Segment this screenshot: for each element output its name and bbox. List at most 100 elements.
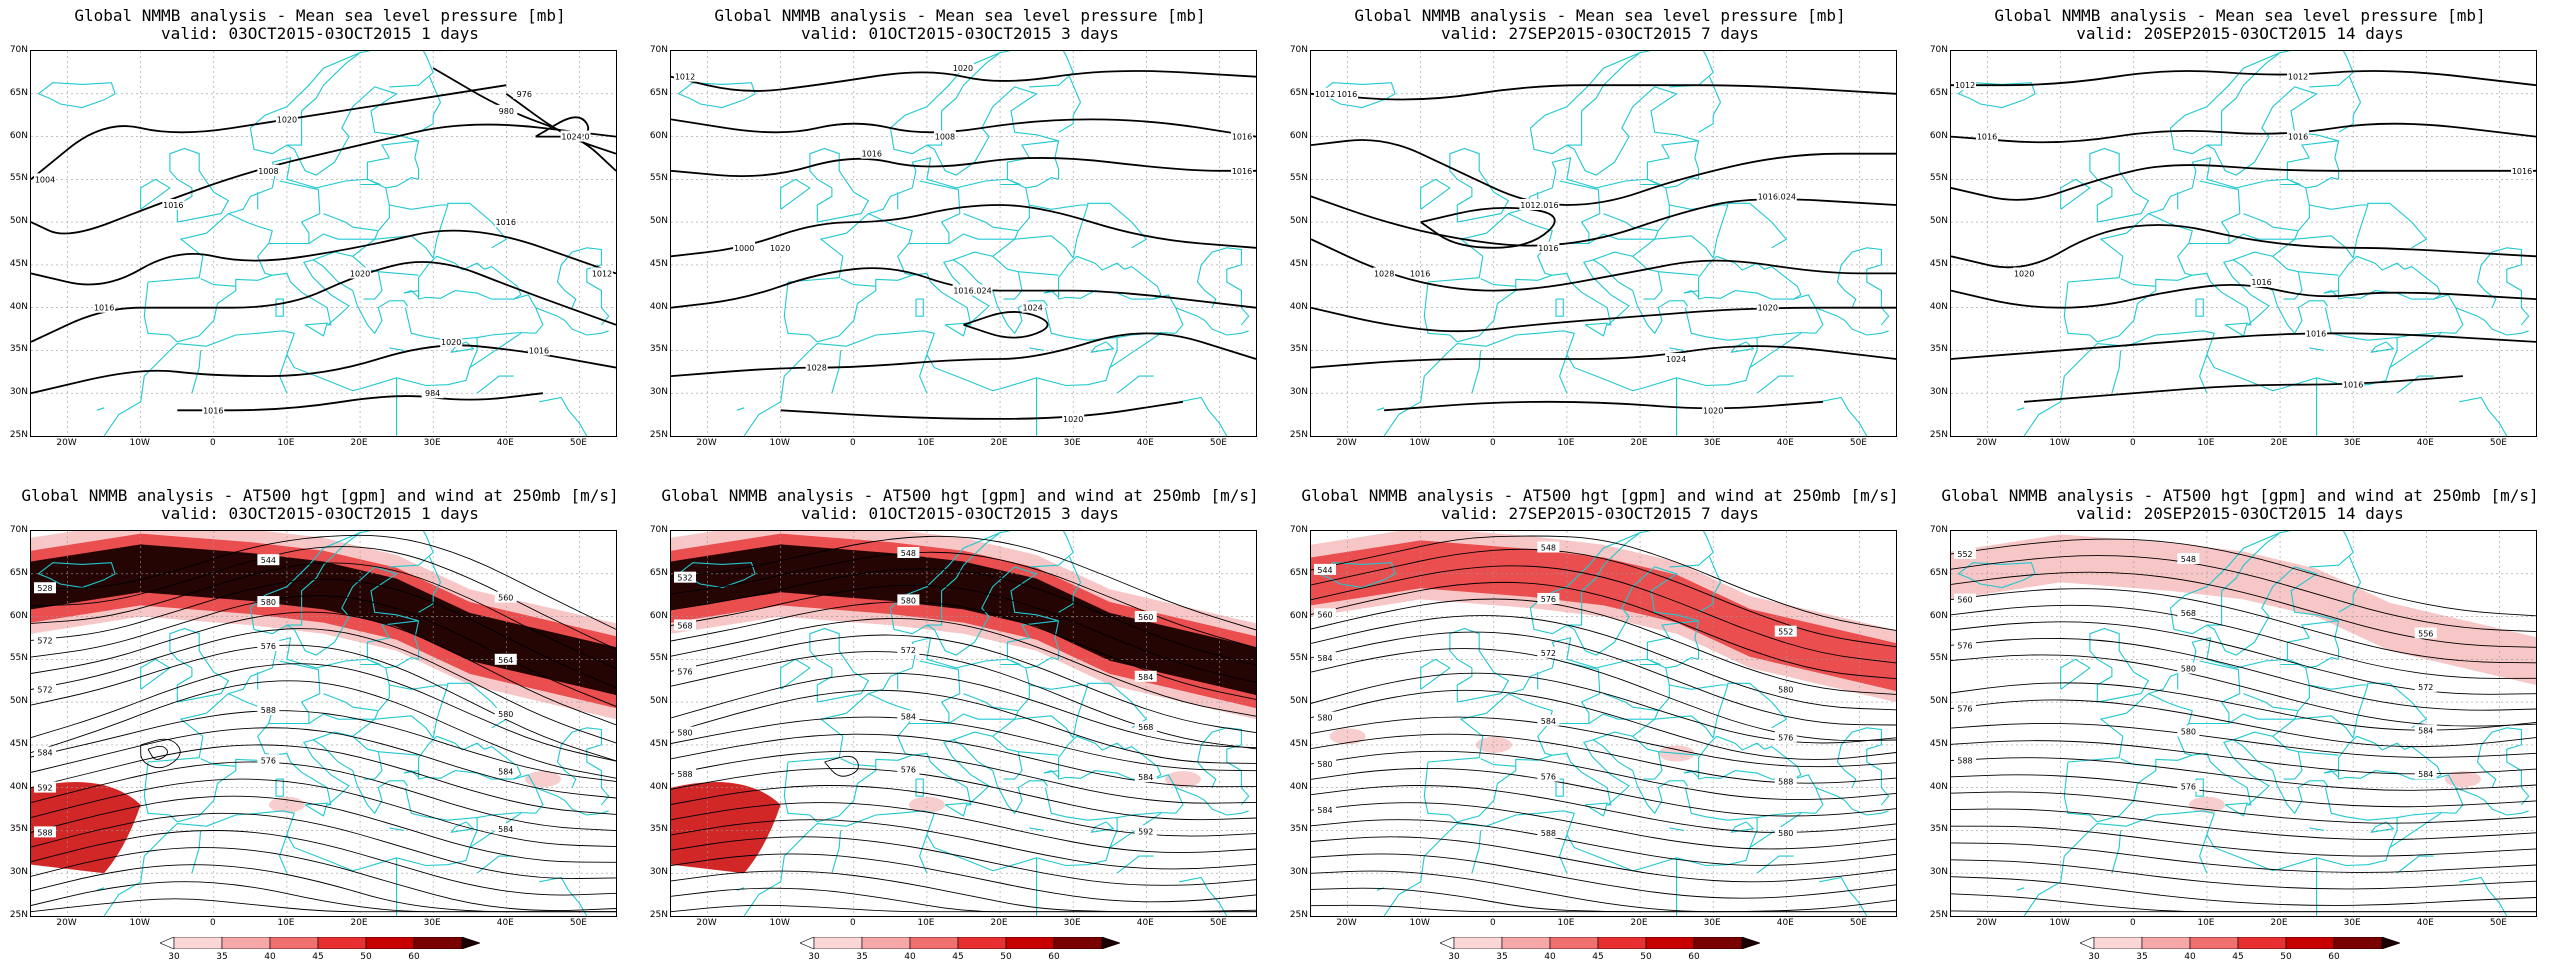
lon-tick-label: 40E (496, 438, 514, 448)
colorbar-tick-label: 40 (264, 952, 276, 962)
lon-tick-label: 50E (1849, 438, 1867, 448)
contour-label: 576 (677, 667, 692, 676)
contour-label: 576 (261, 642, 276, 651)
lat-tick-label: 65N (649, 567, 668, 578)
lon-tick-label: 30E (1063, 438, 1081, 448)
contour-label: 584 (1317, 654, 1332, 663)
lon-tick-label: 0 (209, 438, 216, 448)
contour-label: 572 (2418, 683, 2433, 692)
contour-label: 1012 (592, 269, 612, 278)
lon-tick-label: 20E (2270, 438, 2288, 448)
coastlines (1957, 531, 2530, 916)
lon-tick-label: 40E (1136, 438, 1154, 448)
colorbar-tick-label: 40 (1544, 952, 1556, 962)
lon-tick-label: 0 (1489, 918, 1496, 928)
lon-tick-label: 50E (2489, 918, 2507, 928)
lon-tick-label: 10E (1557, 918, 1575, 928)
contour-label: 1008 (935, 133, 955, 142)
contour-label: 588 (37, 828, 52, 837)
contour-label: 1024 (1776, 192, 1796, 201)
lat-tick-label: 50N (1929, 696, 1948, 707)
contour-label: 580 (901, 596, 916, 605)
lon-tick-label: 20W (1336, 918, 1357, 928)
lat-tick-label: 45N (9, 738, 28, 749)
contour-label: 576 (1957, 641, 1972, 650)
lon-tick-label: 0 (849, 438, 856, 448)
contour-label: 528 (37, 584, 52, 593)
lat-tick-label: 50N (649, 216, 668, 227)
contour-label: 1004 (35, 175, 55, 184)
lon-tick-label: 40E (496, 918, 514, 928)
lon-tick-label: 30E (2343, 918, 2361, 928)
contour-lines (671, 70, 1256, 420)
lat-tick-label: 35N (1289, 824, 1308, 835)
contour-label: 584 (2418, 770, 2433, 779)
colorbar-tick-label: 30 (1448, 952, 1460, 962)
lon-tick-label: 20E (2270, 918, 2288, 928)
coastlines (37, 531, 610, 916)
colorbar-tick-label: 35 (1496, 952, 1508, 962)
lat-tick-label: 25N (1929, 910, 1948, 920)
contour-label: 584 (901, 712, 916, 721)
lat-tick-label: 35N (9, 824, 28, 835)
lon-tick-label: 0 (209, 918, 216, 928)
contour-label: 560 (1138, 613, 1153, 622)
lat-tick-label: 60N (1289, 610, 1308, 621)
lon-tick-label: 10W (1409, 438, 1430, 448)
contour-lines (1951, 538, 2536, 913)
contour-label: 1028 (807, 364, 827, 373)
contour-label: 576 (261, 756, 276, 765)
contour-labels: 528 544 560 572 580 564 572 576 580 584 588 584 592 5… (34, 554, 517, 838)
lat-tick-label: 25N (9, 910, 28, 920)
lat-tick-label: 45N (1289, 738, 1308, 749)
lat-tick-label: 25N (649, 430, 668, 440)
contour-label: 1016 (163, 201, 183, 210)
map-area: 1012 1008 1016 1000 1024 1028 1020 1024 1020 1016… (670, 50, 1257, 437)
contour-label: 1016 (2251, 278, 2271, 287)
lat-tick-label: 35N (9, 344, 28, 355)
colorbar-tick-label: 45 (1592, 952, 1604, 962)
lat-tick-label: 50N (9, 216, 28, 227)
lat-tick-label: 50N (1929, 216, 1948, 227)
contour-label: 556 (2418, 629, 2433, 638)
lat-tick-label: 55N (649, 653, 668, 664)
contour-label: 1016 (1232, 167, 1252, 176)
lon-tick-label: 20E (990, 438, 1008, 448)
contour-label: 580 (1778, 686, 1793, 695)
lon-tick-label: 0 (2129, 918, 2136, 928)
contour-label: 580 (498, 710, 513, 719)
lat-tick-label: 35N (1289, 344, 1308, 355)
lat-tick-label: 30N (1929, 867, 1948, 878)
lat-tick-label: 35N (649, 824, 668, 835)
lon-tick-label: 10W (769, 438, 790, 448)
contour-label: 1016 (1538, 244, 1558, 253)
lon-tick-label: 30E (2343, 438, 2361, 448)
lon-tick-label: 30E (1703, 438, 1721, 448)
contour-lines (1311, 84, 1896, 412)
colorbar-tick-label: 45 (2232, 952, 2244, 962)
contour-label: 1012 (2288, 73, 2308, 82)
contour-label: 584 (498, 825, 513, 834)
contour-label: 584 (1138, 773, 1153, 782)
lon-tick-label: 0 (1489, 438, 1496, 448)
lat-tick-label: 65N (9, 567, 28, 578)
colorbar-tick-label: 60 (408, 952, 420, 962)
contour-label: 576 (901, 766, 916, 775)
contour-label: 1024 (971, 287, 991, 296)
contour-label: 1012 (1520, 201, 1540, 210)
lon-tick-label: 20E (350, 918, 368, 928)
contour-labels: 544 548 552 560 576 580 584 572 576 580 584 588 580 5… (1314, 541, 1797, 838)
lat-tick-label: 30N (9, 867, 28, 878)
map-panel-5: Global NMMB analysis - AT500 hgt [gpm] a… (0, 480, 640, 962)
lon-tick-label: 40E (2416, 438, 2434, 448)
contour-labels: 552 548 556 560 568 572 576 580 584 576 580 584 588 5… (1954, 547, 2437, 792)
contour-label: 580 (1317, 760, 1332, 769)
contour-label: 568 (1138, 723, 1153, 732)
lat-tick-label: 55N (9, 173, 28, 184)
lat-tick-label: 45N (649, 258, 668, 269)
lon-tick-label: 20W (56, 918, 77, 928)
contour-label: 588 (677, 770, 692, 779)
contour-label: 1016 (94, 304, 114, 313)
lon-tick-label: 30E (1703, 918, 1721, 928)
contour-label: 1020 (2014, 269, 2034, 278)
